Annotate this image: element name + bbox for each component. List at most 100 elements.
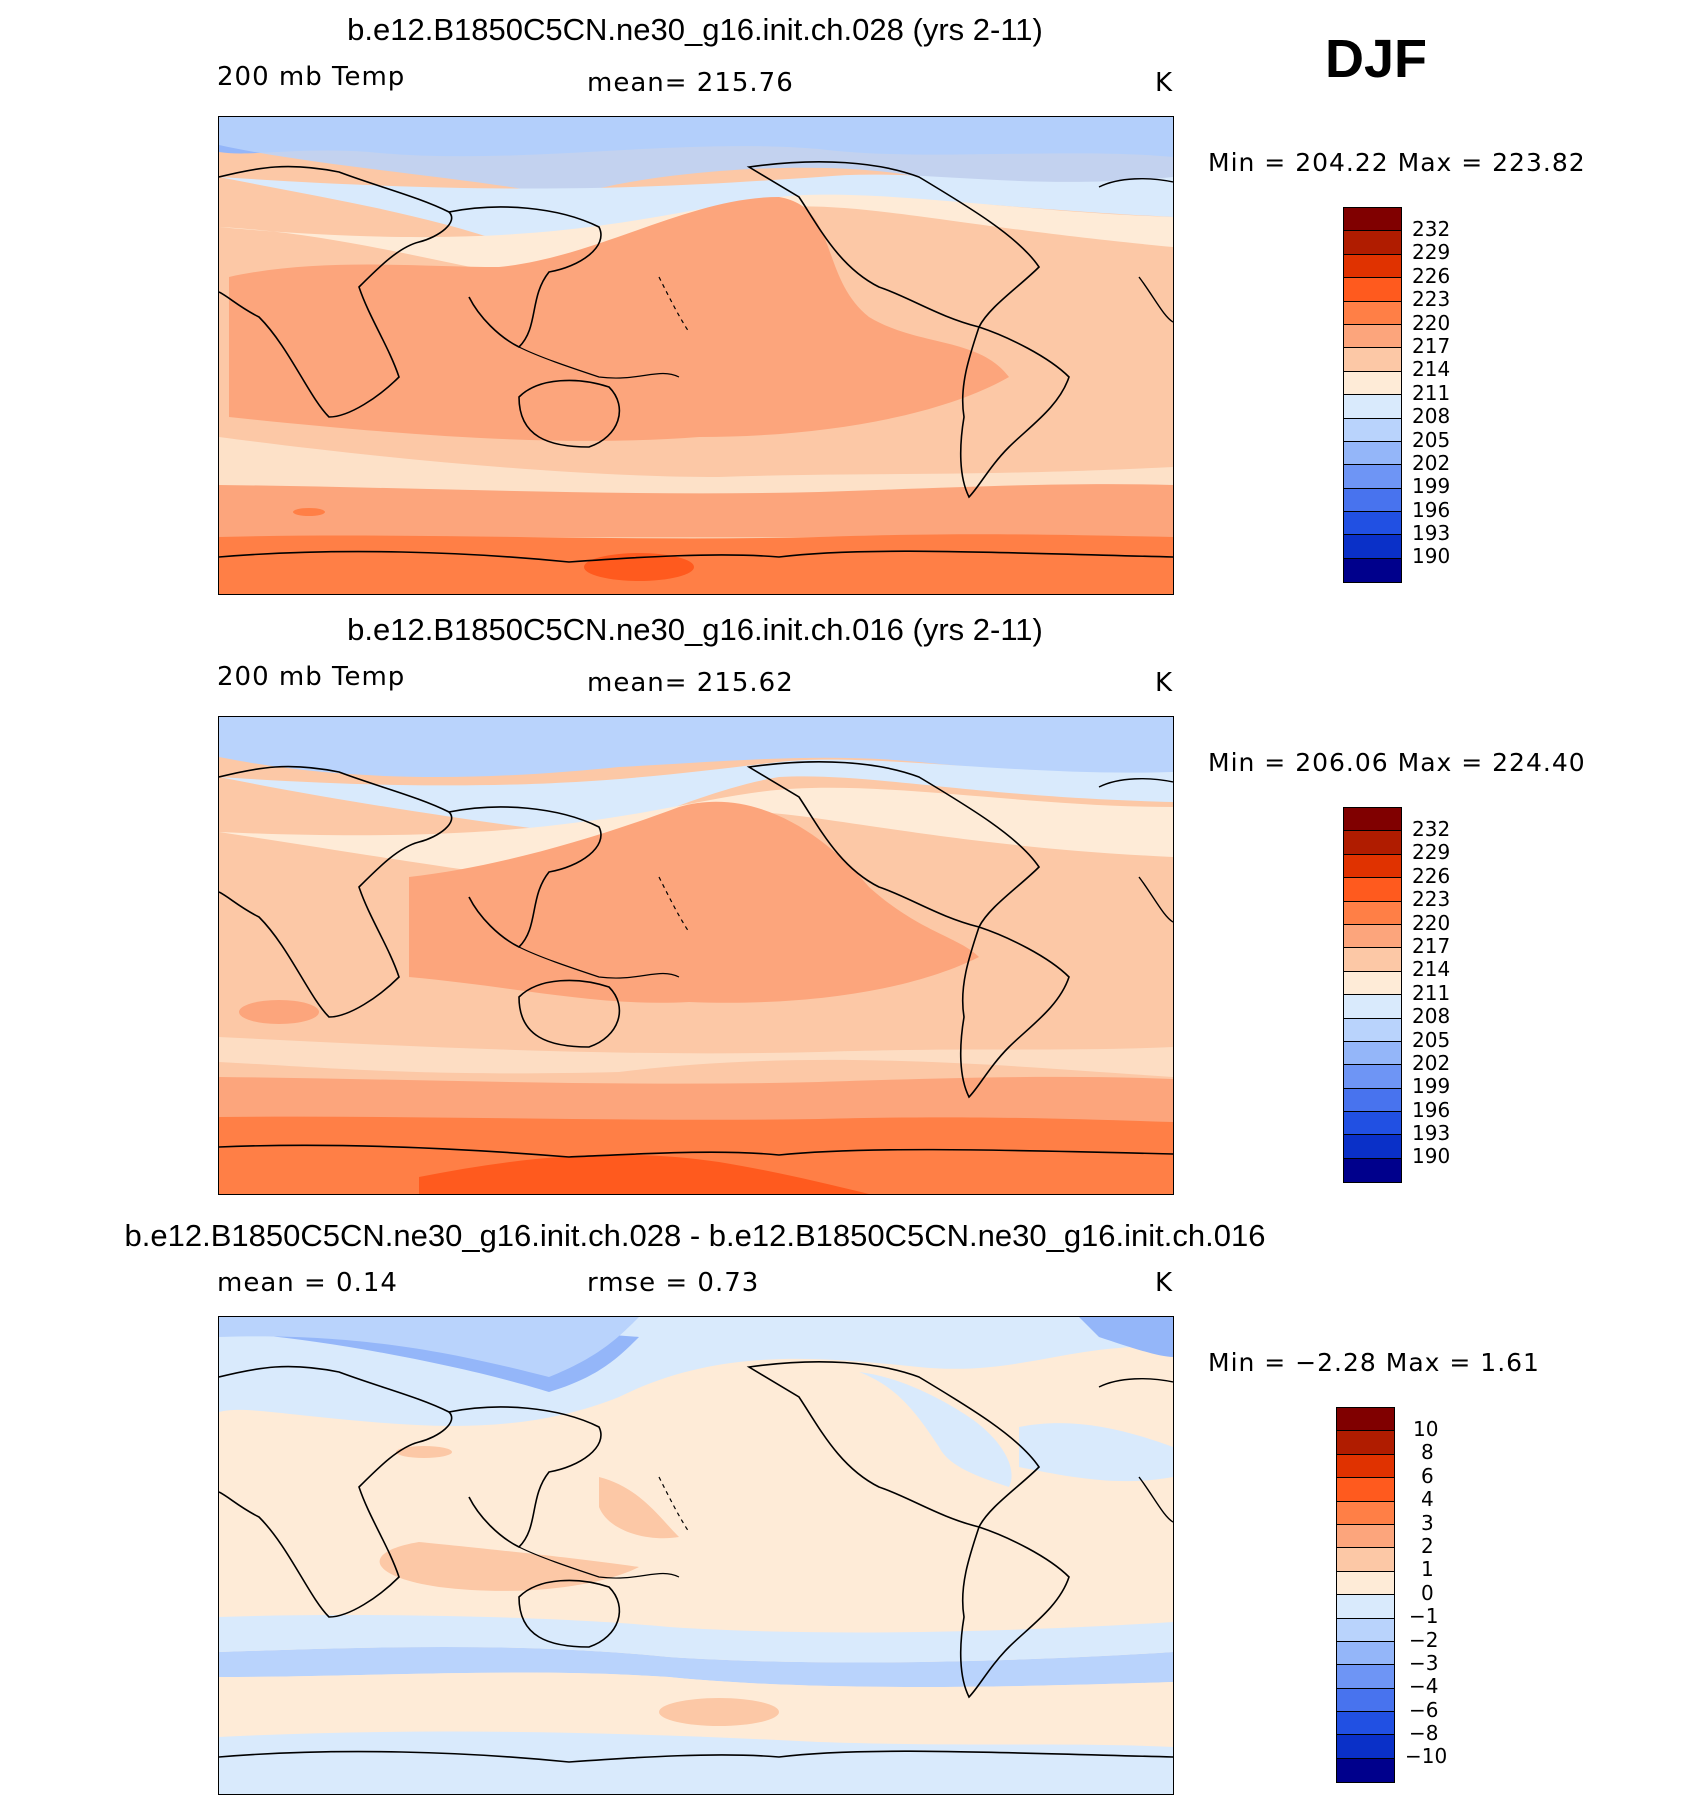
panel-case-028: b.e12.B1850C5CN.ne30_g16.init.ch.028 (yr… (0, 0, 1702, 600)
temperature-map (218, 716, 1174, 1195)
mean-label: mean = 0.14 (217, 1268, 398, 1298)
colorbar-label: −10 (1405, 1744, 1448, 1769)
colorbar-box (1344, 878, 1401, 902)
colorbar-box (1337, 1758, 1394, 1783)
colorbar-box (1344, 854, 1401, 879)
colorbar-label: 202 (1412, 1050, 1451, 1075)
colorbar-label: 6 (1421, 1463, 1434, 1488)
colorbar-label: 199 (1412, 1074, 1451, 1099)
mean-label: mean= 215.62 (587, 668, 794, 698)
temperature-map-svg (219, 717, 1173, 1194)
colorbar-label: 199 (1412, 474, 1451, 499)
min-max-label: Min = −2.28 Max = 1.61 (1208, 1348, 1540, 1377)
colorbar-label: 220 (1412, 910, 1451, 935)
colorbar-label: 193 (1412, 1121, 1451, 1146)
colorbar-label: 226 (1412, 863, 1451, 888)
colorbar-box (1337, 1524, 1394, 1549)
colorbar-box (1344, 831, 1401, 855)
colorbar-label: 220 (1412, 310, 1451, 335)
colorbar-box (1344, 1158, 1401, 1183)
colorbar-box (1344, 1135, 1401, 1159)
colorbar-box (1344, 418, 1401, 442)
colorbar-label: 229 (1412, 240, 1451, 265)
colorbar-label: 10 (1413, 1417, 1439, 1441)
colorbar-box (1337, 1408, 1394, 1432)
colorbar-box (1344, 535, 1401, 559)
colorbar-box (1337, 1501, 1394, 1525)
colorbar-label: 3 (1421, 1510, 1434, 1535)
colorbar-box (1344, 488, 1401, 513)
colorbar-box (1344, 901, 1401, 925)
colorbar-label: 214 (1412, 957, 1451, 982)
colorbar-box (1337, 1712, 1394, 1736)
panel-case-016: b.e12.B1850C5CN.ne30_g16.init.ch.016 (yr… (0, 600, 1702, 1200)
colorbar-box (1337, 1478, 1394, 1502)
colorbar-box (1344, 231, 1401, 255)
panel-title: b.e12.B1850C5CN.ne30_g16.init.ch.028 (yr… (347, 12, 1043, 47)
colorbar-label: −8 (1409, 1721, 1439, 1746)
colorbar-label: 190 (1412, 544, 1451, 569)
colorbar-label: −2 (1409, 1627, 1439, 1652)
colorbar-label: −3 (1409, 1650, 1439, 1675)
colorbar-label: 229 (1412, 840, 1451, 865)
colorbar-box (1344, 254, 1401, 279)
colorbar-box (1344, 995, 1401, 1019)
temperature-map (218, 116, 1174, 595)
temperature-map-svg (219, 117, 1173, 594)
colorbar-box (1344, 1065, 1401, 1089)
colorbar-box (1337, 1571, 1394, 1596)
variable-label: 200 mb Temp (217, 662, 406, 692)
colorbar-box (1344, 441, 1401, 466)
colorbar-label: 1 (1421, 1557, 1434, 1582)
colorbar (1343, 207, 1402, 584)
colorbar-label: 4 (1421, 1487, 1434, 1512)
colorbar (1336, 1407, 1395, 1784)
min-max-label: Min = 206.06 Max = 224.40 (1208, 748, 1586, 777)
panel-title: b.e12.B1850C5CN.ne30_g16.init.ch.028 - b… (124, 1218, 1266, 1253)
colorbar-label: 202 (1412, 450, 1451, 475)
colorbar-box (1337, 1454, 1394, 1479)
colorbar-box (1344, 558, 1401, 583)
colorbar-box (1337, 1595, 1394, 1619)
colorbar-label: −1 (1409, 1604, 1439, 1629)
colorbar-label: 208 (1412, 404, 1451, 429)
colorbar-label: 205 (1412, 427, 1451, 452)
units-label: K (1155, 668, 1174, 698)
colorbar-box (1337, 1688, 1394, 1713)
colorbar-label: 211 (1412, 380, 1451, 405)
colorbar-box (1344, 808, 1401, 832)
colorbar-label: 190 (1412, 1144, 1451, 1169)
colorbar-box (1344, 348, 1401, 372)
colorbar-box (1344, 301, 1401, 325)
colorbar-label: 226 (1412, 263, 1451, 288)
units-label: K (1155, 1268, 1174, 1298)
colorbar-box (1337, 1548, 1394, 1572)
colorbar-box (1344, 1018, 1401, 1042)
colorbar-label: −6 (1409, 1697, 1439, 1722)
colorbar-box (1337, 1431, 1394, 1455)
colorbar-label: 2 (1421, 1533, 1434, 1558)
colorbar-label: 217 (1412, 333, 1451, 358)
colorbar-box (1337, 1641, 1394, 1666)
colorbar-label: 205 (1412, 1027, 1451, 1052)
colorbar-box (1344, 971, 1401, 996)
colorbar-label: 196 (1412, 1097, 1451, 1122)
colorbar-label: 193 (1412, 521, 1451, 546)
colorbar-box (1344, 395, 1401, 419)
colorbar-labels: 232 229 226 223 220 217 214 211 208 205 … (1412, 817, 1451, 1169)
units-label: K (1155, 68, 1174, 98)
colorbar-labels: 232 229 226 223 220 217 214 211 208 205 … (1412, 217, 1451, 569)
min-max-label: Min = 204.22 Max = 223.82 (1208, 148, 1586, 177)
colorbar-label: 196 (1412, 497, 1451, 522)
rmse-label: rmse = 0.73 (587, 1268, 760, 1298)
colorbar-box (1344, 1112, 1401, 1136)
colorbar-box (1344, 278, 1401, 302)
colorbar-label: −4 (1409, 1674, 1439, 1699)
colorbar-box (1344, 1041, 1401, 1066)
colorbar-box (1344, 208, 1401, 232)
colorbar-label: 223 (1412, 287, 1451, 312)
variable-label: 200 mb Temp (217, 62, 406, 92)
season-label: DJF (1325, 29, 1428, 89)
colorbar-label: 217 (1412, 933, 1451, 958)
colorbar-label: 8 (1421, 1440, 1434, 1465)
